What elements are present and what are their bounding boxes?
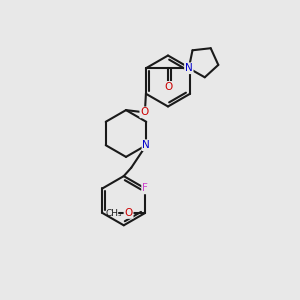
Text: O: O (140, 107, 148, 117)
Text: N: N (142, 140, 150, 150)
Text: N: N (185, 63, 193, 73)
Text: O: O (124, 208, 133, 218)
Text: CH₃: CH₃ (106, 208, 122, 217)
Text: F: F (142, 183, 148, 194)
Text: O: O (164, 82, 172, 92)
